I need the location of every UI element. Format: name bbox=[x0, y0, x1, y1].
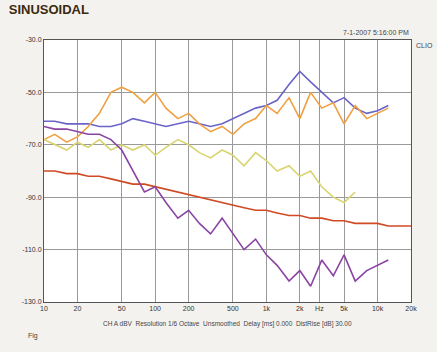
svg-text:-110.0: -110.0 bbox=[22, 246, 41, 253]
svg-text:Fig: Fig bbox=[28, 332, 38, 340]
svg-text:CLIO: CLIO bbox=[416, 42, 433, 49]
svg-text:CH A dBV Resolution 1/6 Octav: CH A dBV Resolution 1/6 Octave Unsmoothe… bbox=[103, 320, 352, 328]
svg-text:20k: 20k bbox=[405, 305, 417, 312]
svg-text:200: 200 bbox=[183, 305, 195, 312]
svg-text:10: 10 bbox=[40, 305, 48, 312]
svg-text:-30.0: -30.0 bbox=[26, 36, 42, 43]
svg-text:1k: 1k bbox=[263, 305, 271, 312]
svg-text:100: 100 bbox=[149, 305, 161, 312]
svg-text:7-1-2007 5:16:00 PM: 7-1-2007 5:16:00 PM bbox=[343, 29, 409, 36]
svg-text:Hz: Hz bbox=[315, 305, 324, 312]
svg-text:500: 500 bbox=[227, 305, 239, 312]
svg-text:50: 50 bbox=[118, 305, 126, 312]
svg-text:SINUSOIDAL: SINUSOIDAL bbox=[9, 2, 89, 17]
svg-text:-90.0: -90.0 bbox=[26, 194, 42, 201]
svg-text:-50.0: -50.0 bbox=[26, 89, 42, 96]
svg-text:5k: 5k bbox=[340, 305, 348, 312]
svg-text:-130.0: -130.0 bbox=[22, 298, 42, 305]
svg-text:-70.0: -70.0 bbox=[26, 141, 42, 148]
svg-text:20: 20 bbox=[74, 305, 82, 312]
svg-text:10k: 10k bbox=[372, 305, 384, 312]
svg-text:2k: 2k bbox=[296, 305, 304, 312]
